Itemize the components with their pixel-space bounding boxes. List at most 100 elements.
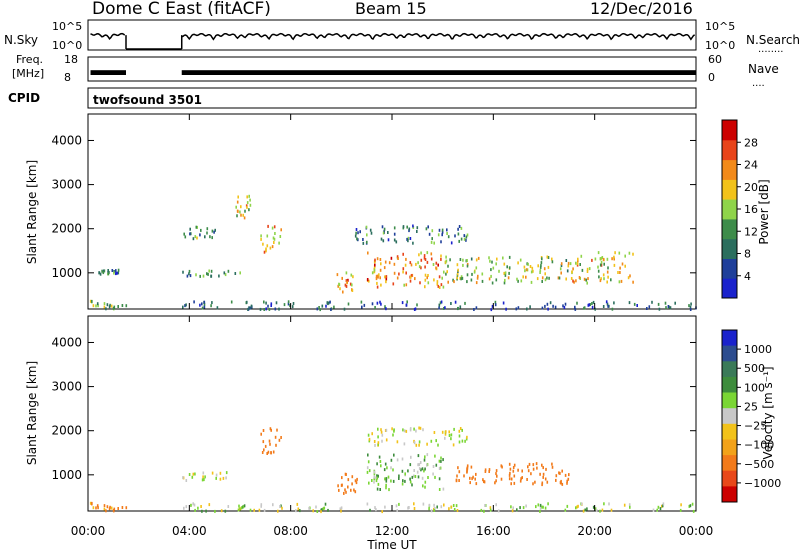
data-cell — [543, 267, 546, 271]
data-cell — [280, 228, 282, 232]
data-cell — [318, 306, 320, 309]
data-cell — [512, 506, 514, 510]
data-cell — [374, 258, 376, 262]
data-cell — [201, 302, 203, 306]
data-cell — [384, 462, 387, 466]
data-cell — [503, 271, 505, 275]
data-cell — [241, 506, 243, 510]
data-cell — [295, 509, 297, 513]
data-cell — [385, 483, 387, 487]
colorbar-swatch — [722, 361, 737, 378]
data-cell — [513, 474, 516, 478]
data-cell — [432, 472, 434, 476]
data-cell — [431, 237, 433, 241]
data-cell — [477, 256, 480, 260]
data-cell — [265, 307, 267, 311]
data-cell — [191, 475, 194, 479]
data-cell — [520, 477, 522, 481]
colorbar-swatch — [722, 159, 737, 180]
data-cell — [503, 281, 506, 285]
data-cell — [266, 452, 268, 455]
data-cell — [575, 279, 577, 283]
data-cell — [391, 427, 393, 431]
data-cell — [112, 508, 115, 512]
data-cell — [380, 428, 382, 432]
data-cell — [551, 260, 554, 264]
data-cell — [508, 266, 511, 270]
freq-trace — [90, 70, 696, 75]
data-cell — [688, 504, 691, 508]
data-cell — [613, 301, 615, 305]
data-cell — [349, 282, 352, 286]
data-cell — [439, 301, 442, 305]
data-cell — [330, 308, 332, 311]
data-cell — [598, 275, 600, 279]
data-cell — [378, 455, 381, 459]
nsky-tick-high: 10^5 — [52, 20, 82, 33]
data-cell — [571, 270, 573, 274]
data-cell — [586, 507, 588, 511]
x-tick-label: 08:00 — [273, 524, 308, 538]
data-cell — [105, 509, 107, 513]
data-cell — [491, 281, 494, 285]
data-cell — [614, 251, 616, 255]
data-cell — [367, 453, 369, 457]
data-cell — [565, 259, 568, 262]
data-cell — [279, 505, 281, 508]
data-cell — [366, 502, 369, 506]
data-cell — [689, 308, 692, 311]
data-cell — [408, 506, 410, 509]
data-cell — [267, 224, 269, 228]
data-cell — [299, 509, 301, 513]
data-cell — [211, 229, 214, 233]
data-cell — [444, 436, 446, 440]
data-cell — [366, 278, 369, 281]
data-cell — [110, 506, 113, 510]
data-cell — [586, 281, 588, 285]
data-cell — [401, 482, 404, 486]
data-cell — [214, 228, 216, 232]
data-cell — [242, 213, 244, 217]
data-cell — [606, 280, 608, 284]
data-cell — [557, 276, 560, 280]
data-cell — [531, 266, 534, 270]
data-cell — [547, 256, 550, 259]
data-cell — [624, 264, 626, 268]
data-cell — [413, 507, 416, 510]
data-cell — [440, 283, 443, 287]
data-cell — [441, 430, 444, 434]
data-cell — [459, 276, 461, 280]
data-cell — [509, 467, 512, 471]
data-cell — [576, 505, 578, 509]
data-cell — [428, 507, 430, 511]
data-cell — [280, 504, 282, 508]
data-cell — [575, 261, 577, 265]
colorbar-swatch — [722, 376, 737, 393]
data-cell — [262, 429, 265, 432]
data-cell — [245, 204, 248, 208]
colorbar-swatch — [722, 238, 737, 259]
data-cell — [240, 213, 242, 217]
y-tick-label: 4000 — [51, 335, 82, 349]
data-cell — [239, 210, 241, 214]
data-cell — [445, 430, 447, 434]
data-cell — [527, 262, 529, 266]
data-cell — [466, 464, 469, 468]
data-cell — [312, 509, 314, 513]
data-cell — [679, 508, 682, 512]
data-cell — [455, 478, 458, 482]
data-cell — [246, 201, 249, 205]
data-cell — [504, 278, 506, 282]
data-cell — [206, 272, 208, 276]
data-cell — [501, 465, 503, 469]
data-cell — [424, 273, 427, 277]
data-cell — [276, 428, 278, 432]
data-cell — [425, 227, 428, 231]
data-cell — [661, 504, 663, 508]
data-cell — [542, 505, 544, 509]
data-cell — [504, 273, 507, 277]
data-cell — [567, 264, 570, 268]
data-cell — [102, 271, 105, 275]
data-cell — [125, 304, 128, 308]
data-cell — [271, 226, 274, 230]
